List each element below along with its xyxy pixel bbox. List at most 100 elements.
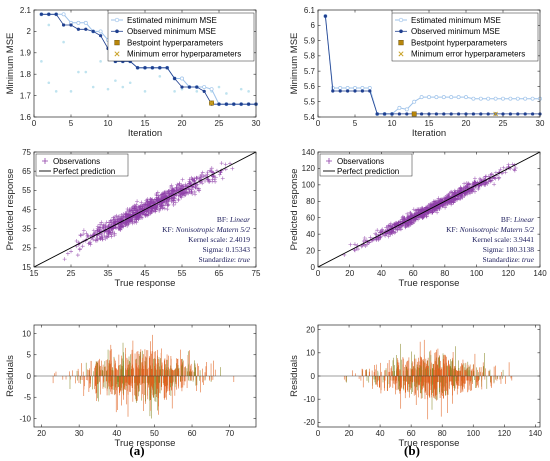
noise-point: [180, 87, 184, 91]
estimated-mse-point: [419, 95, 424, 100]
observation-point: [406, 214, 411, 219]
observed-mse-point: [69, 23, 73, 27]
observation-point: [112, 217, 117, 222]
observation-point: [223, 162, 228, 167]
observation-point: [498, 167, 503, 172]
observation-point: [443, 195, 448, 200]
observed-mse-point: [323, 14, 327, 18]
observation-point: [130, 221, 135, 226]
annotation-line: BF: Linear: [217, 215, 250, 224]
legend-label: Minimum error hyperparameters: [127, 50, 241, 59]
estimated-mse-point: [202, 85, 207, 89]
axes-box: [33, 9, 257, 118]
observation-point: [166, 191, 171, 196]
observed-mse-point: [420, 112, 424, 116]
observation-point: [398, 227, 403, 232]
observed-mse-point: [523, 112, 527, 116]
observation-point: [394, 220, 399, 225]
observation-point: [472, 176, 477, 181]
observation-point: [200, 170, 205, 175]
annotation-value: 180.3138: [506, 245, 534, 254]
observation-point: [171, 198, 176, 203]
observed-mse-point: [99, 34, 103, 38]
x-tick-label: 60: [409, 269, 418, 278]
observation-point: [74, 238, 79, 243]
annotation-value: true: [522, 255, 535, 264]
legend-swatch: [399, 29, 403, 34]
legend-swatch: [398, 51, 404, 57]
observation-point: [160, 192, 165, 197]
x-tick-label: 15: [425, 119, 434, 128]
y-tick-label: -10: [19, 414, 31, 423]
observation-point: [482, 182, 487, 187]
noise-point: [114, 79, 117, 82]
chart-a-resid: 20 30 40 50 60 70 -10 -5 0 5 10 True response Residu…: [5, 324, 257, 449]
x-tick-label: 0: [316, 119, 321, 128]
x-tick-label: 35: [104, 269, 113, 278]
observation-point: [118, 224, 123, 229]
observation-point: [230, 166, 235, 171]
observation-point: [196, 187, 201, 192]
observation-point: [136, 205, 141, 210]
x-tick-label: 25: [499, 119, 508, 128]
observation-point: [169, 196, 174, 201]
observed-mse-point: [486, 112, 490, 116]
observation-point: [208, 168, 213, 173]
x-tick-label: 40: [377, 269, 386, 278]
estimated-mse-point: [61, 12, 66, 17]
observation-point: [166, 191, 171, 196]
x-tick-label: 45: [141, 269, 150, 278]
observation-point: [448, 190, 453, 195]
observation-point: [384, 225, 389, 230]
y-tick-label: 40: [306, 230, 315, 239]
legend-label: Estimated minimum MSE: [127, 16, 217, 25]
observed-mse-point: [338, 89, 342, 93]
residual-bars: [343, 339, 513, 420]
observation-point: [135, 199, 140, 204]
observation-point: [106, 231, 111, 236]
observation-point: [162, 189, 167, 194]
x-tick-label: 5: [69, 119, 74, 128]
legend-label: Minimum error hyperparameters: [411, 50, 525, 59]
observation-point: [151, 208, 156, 213]
observed-mse-point: [397, 112, 401, 116]
observation-point: [513, 165, 518, 170]
annotation-line: Kernel scale: 3.9441: [472, 235, 534, 244]
observation-point: [123, 222, 128, 227]
observation-point: [395, 227, 400, 232]
observation-point: [88, 233, 93, 238]
x-tick-label: 70: [225, 429, 234, 438]
observation-point: [512, 168, 517, 173]
observation-point: [496, 176, 501, 181]
observation-point: [78, 233, 83, 238]
observation-point: [187, 177, 192, 182]
observation-point: [176, 183, 181, 188]
observed-mse-point: [136, 66, 140, 70]
annotation-label: Sigma:: [202, 245, 225, 254]
y-axis-label: Residuals: [289, 355, 300, 397]
axes-box: [33, 151, 257, 268]
observation-point: [119, 215, 124, 220]
estimated-mse-point: [338, 86, 343, 90]
observation-point: [105, 235, 110, 240]
observation-point: [459, 186, 464, 191]
observed-mse-point: [442, 112, 446, 116]
annotation-label: Standardize:: [199, 255, 238, 264]
observation-point: [145, 209, 150, 214]
estimated-mse-point: [412, 99, 417, 104]
y-tick-label: -20: [303, 418, 315, 427]
observation-point: [175, 182, 180, 187]
observed-mse-point: [62, 23, 66, 27]
annotation-line: Sigma: 180.3138: [483, 245, 535, 254]
observation-point: [449, 193, 454, 198]
observation-point: [213, 179, 218, 184]
observation-point: [466, 182, 471, 187]
observation-point: [399, 217, 404, 222]
noise-point: [173, 90, 176, 93]
x-tick-label: 30: [536, 119, 545, 128]
observation-point: [488, 179, 493, 184]
observation-point: [106, 224, 111, 229]
axes-box: [33, 324, 257, 428]
